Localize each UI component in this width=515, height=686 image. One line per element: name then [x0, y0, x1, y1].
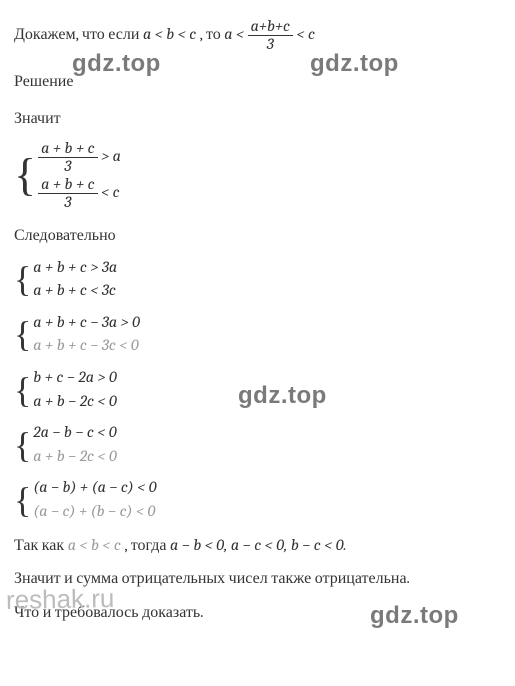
brace-icon: { [14, 372, 31, 408]
frac-den: 3 [38, 158, 98, 175]
system-1-row-2-frac: a + b + c 3 [38, 176, 98, 211]
system-6-body: (a − b) + (a − c) < 0 (a − c) + (b − c) … [33, 477, 156, 522]
concl-1a: Так как [14, 536, 68, 554]
system-6: { (a − b) + (a − c) < 0 (a − c) + (b − c… [14, 477, 501, 522]
brace-icon: { [14, 316, 31, 352]
problem-condition: a < b < c [143, 25, 196, 43]
znachit-label: Значит [14, 108, 501, 130]
concl-1b: a < b < c [68, 536, 121, 554]
brace-icon: { [14, 427, 31, 463]
frac-den: 3 [248, 36, 293, 53]
frac-num: a+b+c [248, 18, 293, 36]
sledovatelno-label: Следовательно [14, 225, 501, 247]
system-1-row-1-rel: > a [101, 147, 121, 165]
system-1: { a + b + c 3 > a a + b + c 3 < c [14, 140, 501, 211]
problem-right: < c [297, 25, 315, 43]
conclusion-line-1: Так как a < b < c , тогда a − b < 0, a −… [14, 535, 501, 557]
system-4: { b + c − 2a > 0 a + b − 2c < 0 [14, 367, 501, 412]
system-4-row-2: a + b − 2c < 0 [33, 391, 117, 413]
system-5-row-1: 2a − b − c < 0 [33, 422, 117, 444]
system-1-body: a + b + c 3 > a a + b + c 3 < c [38, 140, 121, 211]
system-5-body: 2a − b − c < 0 a + b − 2c < 0 [33, 422, 117, 467]
system-1-row-1-frac: a + b + c 3 [38, 140, 98, 175]
system-4-body: b + c − 2a > 0 a + b − 2c < 0 [33, 367, 117, 412]
frac-num: a + b + c [38, 140, 98, 158]
system-6-row-1: (a − b) + (a − c) < 0 [33, 477, 156, 499]
system-5: { 2a − b − c < 0 a + b − 2c < 0 [14, 422, 501, 467]
system-2: { a + b + c > 3a a + b + c < 3c [14, 257, 501, 302]
system-1-row-2: a + b + c 3 < c [38, 176, 121, 211]
system-5-row-2: a + b − 2c < 0 [33, 446, 117, 468]
frac-num: a + b + c [38, 176, 98, 194]
system-3: { a + b + c − 3a > 0 a + b + c − 3c < 0 [14, 312, 501, 357]
solution-label: Решение [14, 71, 501, 93]
problem-fraction: a+b+c 3 [248, 18, 293, 53]
concl-1d: a − b < 0, a − c < 0, b − c < 0. [170, 536, 346, 554]
concl-1c: , тогда [124, 536, 170, 554]
brace-icon: { [14, 261, 31, 297]
system-2-row-1: a + b + c > 3a [33, 257, 117, 279]
system-1-row-1: a + b + c 3 > a [38, 140, 121, 175]
system-1-row-2-rel: < c [101, 183, 119, 201]
conclusion-line-2: Значит и сумма отрицательных чисел также… [14, 568, 501, 590]
system-3-body: a + b + c − 3a > 0 a + b + c − 3c < 0 [33, 312, 140, 357]
system-2-row-2: a + b + c < 3c [33, 280, 117, 302]
conclusion-line-3: Что и требовалось доказать. [14, 602, 501, 624]
system-3-row-1: a + b + c − 3a > 0 [33, 312, 140, 334]
brace-icon: { [14, 152, 36, 198]
frac-den: 3 [38, 194, 98, 211]
brace-icon: { [14, 482, 31, 518]
problem-mid: , то [200, 25, 225, 43]
system-6-row-2: (a − c) + (b − c) < 0 [33, 501, 156, 523]
problem-prefix: Докажем, что если [14, 25, 143, 43]
system-3-row-2: a + b + c − 3c < 0 [33, 335, 140, 357]
problem-statement: Докажем, что если a < b < c , то a < a+b… [14, 18, 501, 53]
problem-left: a < [224, 25, 247, 43]
system-2-body: a + b + c > 3a a + b + c < 3c [33, 257, 117, 302]
system-4-row-1: b + c − 2a > 0 [33, 367, 117, 389]
